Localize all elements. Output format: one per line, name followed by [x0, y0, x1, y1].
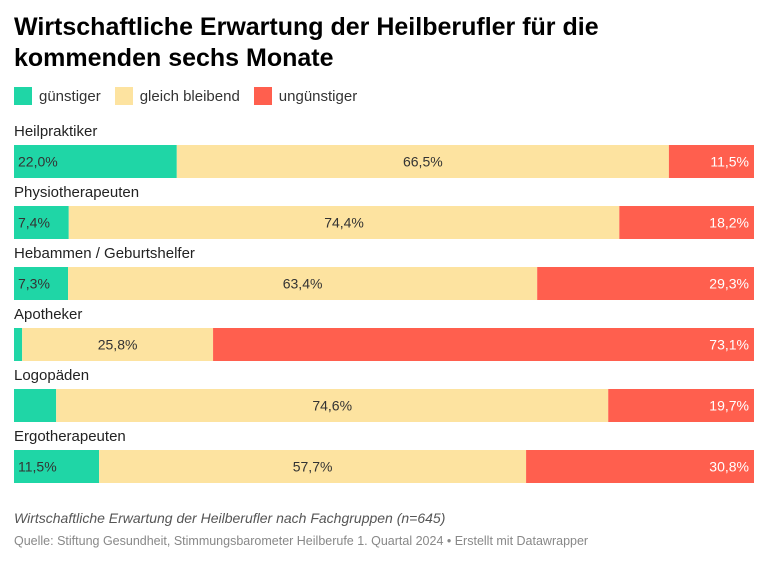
- chart-description: Wirtschaftliche Erwartung der Heilberufl…: [14, 510, 446, 526]
- bar-logopaeden-gleich-bleibend: [56, 389, 609, 422]
- bar-physiotherapeuten-guenstiger: [14, 206, 69, 239]
- value-label-apotheker-unguenstiger: 73,1%: [709, 337, 749, 353]
- bar-logopaeden-unguenstiger: [608, 389, 754, 422]
- category-label-heilpraktiker: Heilpraktiker: [14, 123, 97, 140]
- bar-ergotherapeuten-gleich-bleibend: [99, 450, 527, 483]
- stacked-bar-chart: Heilpraktiker 22,0% 66,5% 11,5% Physiotherap…: [14, 123, 754, 483]
- value-label-heilpraktiker-gleich-bleibend: 66,5%: [403, 154, 443, 170]
- value-label-apotheker-gleich-bleibend: 25,8%: [98, 337, 138, 353]
- value-label-physiotherapeuten-gleich-bleibend: 74,4%: [324, 215, 364, 231]
- chart-title: Wirtschaftliche Erwartung der Heilberufl…: [14, 13, 599, 72]
- value-label-ergotherapeuten-unguenstiger: 30,8%: [709, 459, 749, 475]
- bar-ergotherapeuten-guenstiger: [14, 450, 100, 483]
- value-label-logopaeden-gleich-bleibend: 74,6%: [312, 398, 352, 414]
- bar-logopaeden-guenstiger: [14, 389, 57, 422]
- legend-label-guenstiger: günstiger: [39, 87, 101, 105]
- bar-apotheker-guenstiger: [14, 328, 23, 361]
- chart-source: Quelle: Stiftung Gesundheit, Stimmungsba…: [14, 534, 589, 548]
- bar-ergotherapeuten-unguenstiger: [526, 450, 754, 483]
- value-label-ergotherapeuten-gleich-bleibend: 57,7%: [293, 459, 333, 475]
- value-label-heilpraktiker-guenstiger: 22,0%: [18, 154, 58, 170]
- value-label-physiotherapeuten-guenstiger: 7,4%: [18, 215, 50, 231]
- legend-label-gleich-bleibend: gleich bleibend: [139, 87, 240, 105]
- value-label-logopaeden-unguenstiger: 19,7%: [709, 398, 749, 414]
- bar-heilpraktiker-unguenstiger: [668, 145, 754, 178]
- legend-swatch-gleich-bleibend: [114, 87, 133, 105]
- bar-heilpraktiker-guenstiger: [14, 145, 177, 178]
- category-label-apotheker: Apotheker: [14, 306, 82, 323]
- value-label-hebammen-geburtshelfer-guenstiger: 7,3%: [18, 276, 50, 292]
- value-label-physiotherapeuten-unguenstiger: 18,2%: [709, 215, 749, 231]
- legend-swatch-unguenstiger: [253, 87, 272, 105]
- bar-apotheker-gleich-bleibend: [22, 328, 214, 361]
- bar-physiotherapeuten-unguenstiger: [619, 206, 754, 239]
- bar-physiotherapeuten-gleich-bleibend: [68, 206, 620, 239]
- legend-swatch-guenstiger: [14, 87, 32, 105]
- bar-hebammen-geburtshelfer-unguenstiger: [537, 267, 754, 300]
- value-label-hebammen-geburtshelfer-gleich-bleibend: 63,4%: [283, 276, 323, 292]
- legend: günstiger gleich bleibend ungünstiger: [14, 86, 371, 106]
- bar-apotheker-unguenstiger: [213, 328, 754, 361]
- category-label-hebammen-geburtshelfer: Hebammen / Geburtshelfer: [14, 245, 195, 262]
- category-label-ergotherapeuten: Ergotherapeuten: [14, 428, 126, 445]
- bar-heilpraktiker-gleich-bleibend: [176, 145, 669, 178]
- value-label-heilpraktiker-unguenstiger: 11,5%: [710, 154, 749, 170]
- bar-hebammen-geburtshelfer-guenstiger: [14, 267, 69, 300]
- legend-label-unguenstiger: ungünstiger: [278, 87, 358, 105]
- category-label-physiotherapeuten: Physiotherapeuten: [14, 184, 139, 201]
- legend-item-unguenstiger: ungünstiger: [253, 87, 358, 105]
- value-label-hebammen-geburtshelfer-unguenstiger: 29,3%: [709, 276, 749, 292]
- legend-item-guenstiger: günstiger: [14, 87, 101, 105]
- category-label-logopaeden: Logopäden: [14, 367, 89, 384]
- value-label-ergotherapeuten-guenstiger: 11,5%: [18, 459, 57, 475]
- legend-item-gleich-bleibend: gleich bleibend: [114, 87, 240, 105]
- bar-hebammen-geburtshelfer-gleich-bleibend: [68, 267, 538, 300]
